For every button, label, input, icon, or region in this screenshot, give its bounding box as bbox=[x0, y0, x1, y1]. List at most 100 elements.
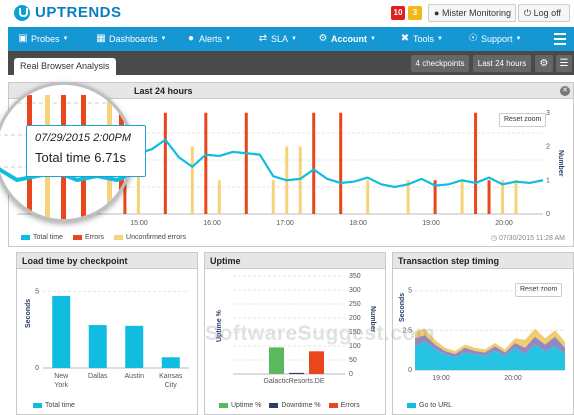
unconfirmed-error-bar bbox=[366, 180, 370, 214]
uptime-bar-1 bbox=[289, 372, 304, 374]
uptime-y-right-tick-200: 200 bbox=[349, 315, 361, 322]
legend-load-total-time[interactable]: Total time bbox=[33, 402, 75, 409]
legend-uptime-errors[interactable]: Errors bbox=[328, 402, 360, 409]
gear-icon: ⚙ bbox=[539, 58, 549, 69]
main-legend: Total time Errors Unconfirmed errors bbox=[21, 234, 186, 241]
nav-probes[interactable]: ▣ Probes ▼ bbox=[18, 27, 68, 51]
load-y-tick-0: 0 bbox=[35, 365, 39, 372]
list-view-button[interactable]: ☰ bbox=[556, 55, 572, 72]
x-tick-17:00: 17:00 bbox=[276, 220, 294, 227]
legend-go-to-url[interactable]: Go to URL bbox=[407, 402, 452, 409]
legend-uptime[interactable]: Uptime % bbox=[219, 402, 261, 409]
checkpoints-button[interactable]: 4 checkpoints bbox=[411, 55, 469, 72]
time-range-button[interactable]: Last 24 hours bbox=[473, 55, 531, 72]
load-panel-header: Load time by checkpoint bbox=[17, 253, 197, 269]
power-icon: ⏻ bbox=[524, 8, 532, 18]
x-tick-18:00: 18:00 bbox=[349, 220, 367, 227]
load-x-tick: Kansas bbox=[159, 373, 183, 380]
step-area-0 bbox=[415, 341, 565, 370]
unconfirmed-error-bar bbox=[460, 180, 464, 214]
tooltip-date: 07/29/2015 2:00PM bbox=[35, 132, 132, 144]
y-right-tick-0: 0 bbox=[546, 211, 550, 218]
nav-support[interactable]: ☉ Support ▼ bbox=[468, 27, 522, 51]
load-x-tick: York bbox=[54, 382, 68, 389]
x-tick-19:00: 19:00 bbox=[422, 220, 440, 227]
nav-dashboards[interactable]: ▦ Dashboards ▼ bbox=[96, 27, 166, 51]
arrows-icon: ⇄ bbox=[258, 33, 268, 44]
unconfirmed-error-bar bbox=[514, 180, 518, 214]
headset-icon: ☉ bbox=[468, 33, 478, 44]
error-bar bbox=[339, 112, 343, 214]
uptime-y-right-tick-100: 100 bbox=[349, 343, 361, 350]
step-x-tick-19:00: 19:00 bbox=[432, 375, 450, 382]
tab-real-browser-analysis[interactable]: Real Browser Analysis bbox=[14, 58, 116, 75]
legend-uptime-errors-label: Errors bbox=[340, 402, 360, 409]
gear-icon: ⚙ bbox=[318, 33, 328, 44]
load-y-axis-label: Seconds bbox=[25, 299, 32, 328]
uptime-y-right-tick-150: 150 bbox=[349, 329, 361, 336]
load-x-tick: City bbox=[165, 382, 178, 389]
tooltip-total: Total time 6.71s bbox=[35, 150, 127, 165]
load-x-tick: Dallas bbox=[88, 373, 108, 380]
top-bar: UPTRENDS 10 3 ● Mister Monitoring ⏻ Log … bbox=[0, 0, 574, 26]
nav-tools[interactable]: ✖ Tools ▼ bbox=[400, 27, 443, 51]
alert-icon: ● bbox=[187, 33, 195, 44]
nav-alerts-label: Alerts bbox=[199, 34, 223, 44]
uptime-y-right-tick-300: 300 bbox=[349, 287, 361, 294]
alert-count-yellow-badge[interactable]: 3 bbox=[408, 6, 422, 20]
load-bar-3 bbox=[161, 357, 180, 368]
main-nav: ▣ Probes ▼ ▦ Dashboards ▼ ● Alerts ▼ ⇄ SLA ▼… bbox=[8, 27, 574, 51]
step-y-axis-label: Seconds bbox=[399, 293, 406, 322]
uptrends-logo[interactable]: UPTRENDS bbox=[14, 4, 122, 21]
error-bar bbox=[163, 112, 167, 214]
error-bar bbox=[433, 180, 437, 214]
user-icon: ● bbox=[434, 8, 440, 18]
step-reset-zoom-button[interactable]: Reset zoom bbox=[515, 283, 563, 297]
load-time-panel: Load time by checkpoint 0 5 Seconds New York… bbox=[16, 252, 198, 415]
legend-errors-label: Errors bbox=[84, 234, 105, 241]
load-x-tick: Austin bbox=[125, 373, 145, 380]
legend-total-time[interactable]: Total time bbox=[21, 234, 63, 241]
unconfirmed-error-bar bbox=[406, 180, 410, 214]
load-bar-2 bbox=[125, 325, 144, 368]
uptime-bar-2 bbox=[309, 351, 324, 374]
close-icon[interactable]: ✕ bbox=[560, 86, 570, 96]
reset-zoom-button[interactable]: Reset zoom bbox=[499, 113, 547, 127]
nav-sla[interactable]: ⇄ SLA ▼ bbox=[258, 27, 297, 51]
logo-icon bbox=[14, 4, 30, 21]
uptime-bar-0 bbox=[269, 347, 284, 374]
timestamp-text: 07/30/2015 11:28 AM bbox=[498, 235, 565, 242]
menu-icon[interactable] bbox=[554, 33, 566, 45]
legend-unconfirmed-errors[interactable]: Unconfirmed errors bbox=[114, 234, 186, 241]
alert-count-red-badge[interactable]: 10 bbox=[391, 6, 405, 20]
user-button[interactable]: ● Mister Monitoring bbox=[428, 4, 516, 22]
load-bar-1 bbox=[88, 325, 107, 368]
y-right-axis-label: Number bbox=[557, 150, 564, 177]
step-y-tick-2.5: 2.5 bbox=[402, 327, 412, 334]
error-bar bbox=[474, 112, 478, 214]
error-bar bbox=[487, 180, 491, 214]
y-right-tick-3: 3 bbox=[546, 110, 550, 117]
y-right-tick-2: 2 bbox=[546, 144, 550, 151]
step-y-tick-5: 5 bbox=[408, 288, 412, 295]
watermark-text: SoftwareSuggest.com bbox=[205, 322, 436, 345]
bar-chart-icon: ▦ bbox=[96, 33, 106, 44]
legend-errors[interactable]: Errors bbox=[72, 234, 105, 241]
uptime-chart: 0 50 100 150 200 250 300 350 Uptime % Number Galac… bbox=[216, 273, 376, 385]
load-bar-0 bbox=[52, 295, 71, 368]
settings-gear-button[interactable]: ⚙ bbox=[535, 55, 553, 72]
nav-account[interactable]: ⚙ Account ▼ bbox=[318, 27, 376, 51]
uptime-legend: Uptime % Downtime % Errors bbox=[219, 402, 360, 409]
legend-downtime[interactable]: Downtime % bbox=[269, 402, 321, 409]
nav-alerts[interactable]: ● Alerts ▼ bbox=[186, 27, 231, 51]
logoff-label: Log off bbox=[533, 8, 562, 18]
uptime-panel: Uptime 0 50 100 150 200 250 300 350 Uptime % Numb… bbox=[204, 252, 386, 415]
uptime-x-tick: GalacticResorts.DE bbox=[263, 378, 324, 385]
legend-total-time-label: Total time bbox=[33, 234, 63, 241]
list-icon: ☰ bbox=[559, 58, 569, 69]
uptime-y-right-tick-250: 250 bbox=[349, 301, 361, 308]
nav-tools-label: Tools bbox=[413, 34, 435, 44]
logoff-button[interactable]: ⏻ Log off bbox=[518, 4, 570, 22]
step-area-1 bbox=[415, 335, 565, 358]
